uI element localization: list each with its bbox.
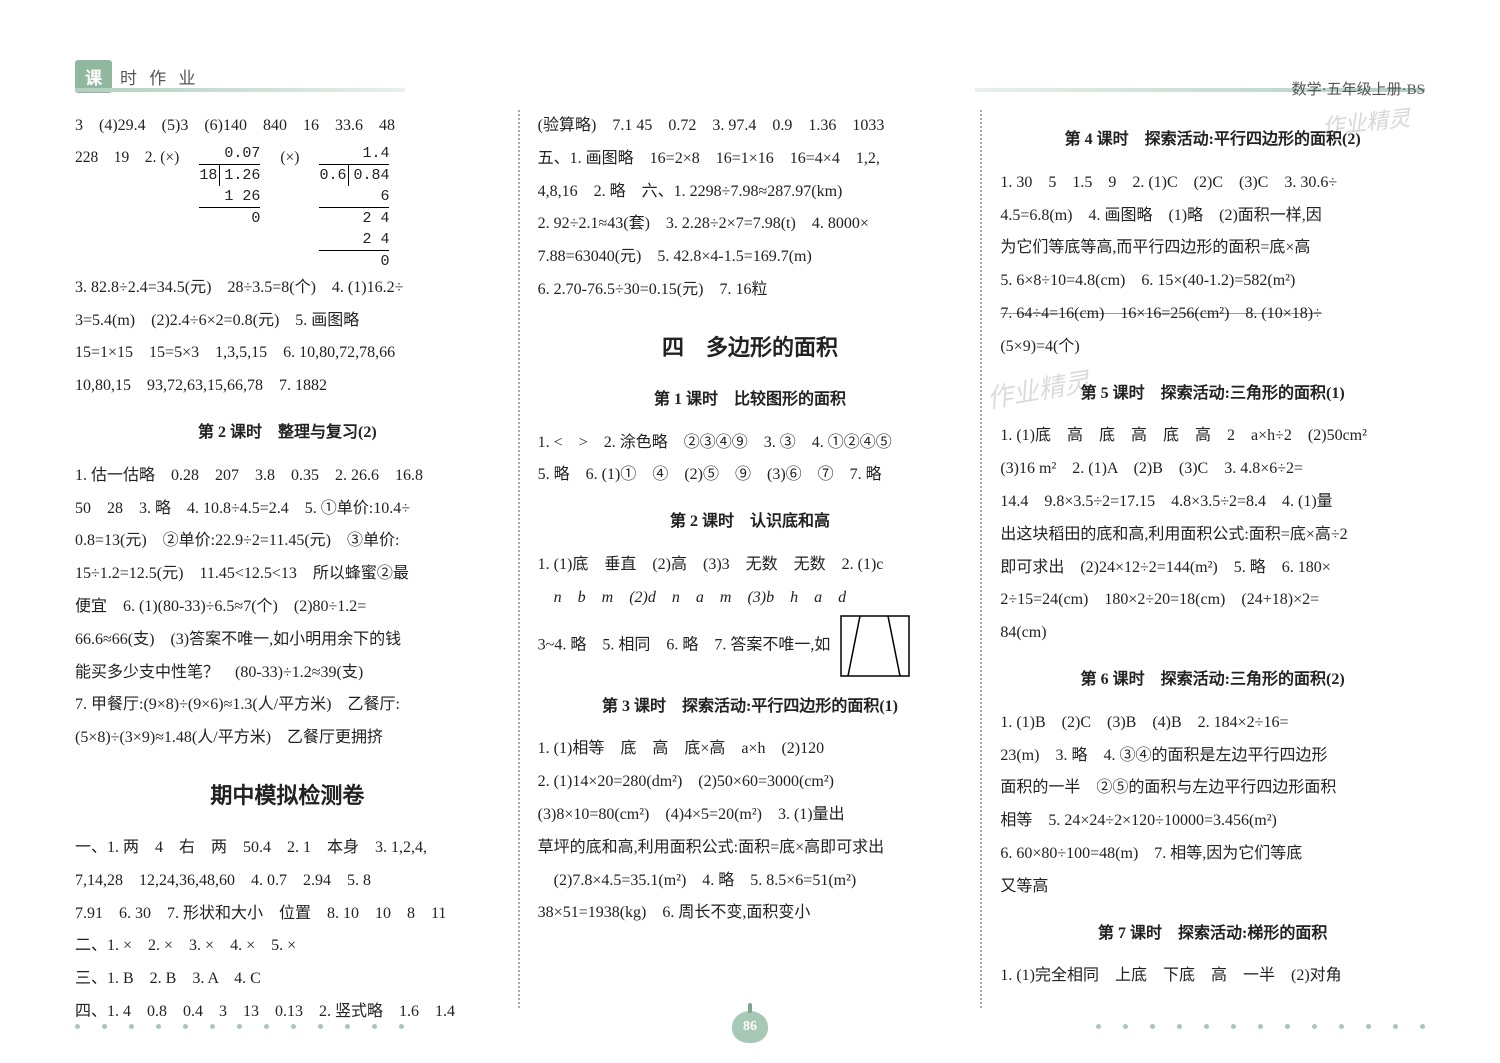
text-line: 1. 估一估略 0.28 207 3.8 0.35 2. 26.6 16.8	[75, 460, 500, 493]
dividend: 0.84	[349, 165, 389, 186]
trapezoid-icon	[840, 615, 910, 677]
content-columns: 3 (4)29.4 (5)3 (6)140 840 16 33.6 48 228…	[75, 110, 1425, 1008]
text-line: 84(cm)	[1000, 617, 1425, 650]
text-line: 1. (1)B (2)C (3)B (4)B 2. 184×2÷16=	[1000, 707, 1425, 740]
text-line: 5. 6×8÷10=4.8(cm) 6. 15×(40-1.2)=582(m²)	[1000, 265, 1425, 298]
text-line: 15÷1.2=12.5(元) 11.45<12.5<13 所以蜂蜜②最	[75, 558, 500, 591]
text-line: 相等 5. 24×24÷2×120÷10000=3.456(m²)	[1000, 805, 1425, 838]
section-title: 第 3 课时 探索活动:平行四边形的面积(1)	[538, 691, 963, 724]
divisor: 0.6	[319, 165, 349, 186]
big-title: 期中模拟检测卷	[75, 773, 500, 818]
text-line: 五、1. 画图略 16=2×8 16=1×16 16=4×4 1,2,	[538, 143, 963, 176]
text-line: 出这块稻田的底和高,利用面积公式:面积=底×高÷2	[1000, 519, 1425, 552]
text-line: 23(m) 3. 略 4. ③④的面积是左边平行四边形	[1000, 740, 1425, 773]
text-line: 66.6≈66(支) (3)答案不唯一,如小明用余下的钱	[75, 624, 500, 657]
text-line: 4,8,16 2. 略 六、1. 2298÷7.98≈287.97(km)	[538, 176, 963, 209]
quotient: 1.4	[319, 143, 389, 165]
section-title: 第 1 课时 比较图形的面积	[538, 384, 963, 417]
text-line: (2)7.8×4.5=35.1(m²) 4. 略 5. 8.5×6=51(m²)	[538, 865, 963, 898]
section-title: 第 2 课时 整理与复习(2)	[75, 417, 500, 450]
header-title: 时 作 业	[120, 64, 200, 89]
text-line: 又等高	[1000, 871, 1425, 904]
text-line: 2÷15=24(cm) 180×2÷20=18(cm) (24+18)×2=	[1000, 584, 1425, 617]
text: 228 19 2. (×)	[75, 143, 179, 172]
text-line: (验算略) 7.1 45 0.72 3. 97.4 0.9 1.36 1033	[538, 110, 963, 143]
text-line: 7.88=63040(元) 5. 42.8×4-1.5=169.7(m)	[538, 241, 963, 274]
text-line: 50 28 3. 略 4. 10.8÷4.5=2.4 5. ①单价:10.4÷	[75, 493, 500, 526]
text-line: 38×51=1938(kg) 6. 周长不变,面积变小	[538, 897, 963, 930]
text-line: 6. 2.70-76.5÷30=0.15(元) 7. 16粒	[538, 274, 963, 307]
text-line: 三、1. B 2. B 3. A 4. C	[75, 963, 500, 996]
text-line: 面积的一半 ②⑤的面积与左边平行四边形面积	[1000, 772, 1425, 805]
text-line: 7.91 6. 30 7. 形状和大小 位置 8. 10 10 8 11	[75, 898, 500, 931]
divisor: 18	[199, 165, 220, 186]
text-line: 即可求出 (2)24×12÷2=144(m²) 5. 略 6. 180×	[1000, 552, 1425, 585]
section-title: 第 4 课时 探索活动:平行四边形的面积(2)	[1000, 124, 1425, 157]
long-division-2: 1.4 0.6 0.84 6 2 4 2 4 0	[319, 143, 389, 272]
text-line: 3 (4)29.4 (5)3 (6)140 840 16 33.6 48	[75, 110, 500, 143]
header-bar-left	[75, 88, 405, 92]
text-line: 1. (1)完全相同 上底 下底 高 一半 (2)对角	[1000, 960, 1425, 993]
dividend: 1.26	[220, 165, 260, 186]
header-right: 数学·五年级上册·BS	[1292, 78, 1425, 99]
text-line: (5×8)÷(3×9)≈1.48(人/平方米) 乙餐厅更拥挤	[75, 722, 500, 755]
section-title: 第 2 课时 认识底和高	[538, 506, 963, 539]
text-line: (3)16 m² 2. (1)A (2)B (3)C 3. 4.8×6÷2=	[1000, 453, 1425, 486]
text-line: 6. 60×80÷100=48(m) 7. 相等,因为它们等底	[1000, 838, 1425, 871]
text-line: (5×9)=4(个)	[1000, 331, 1425, 364]
long-division-1: 0.07 18 1.26 1 26 0	[199, 143, 260, 229]
big-title: 四 多边形的面积	[538, 325, 963, 370]
text-line: 3=5.4(m) (2)2.4÷6×2=0.8(元) 5. 画图略	[75, 305, 500, 338]
step: 0	[319, 251, 389, 272]
page-number-badge: 86	[732, 1011, 768, 1043]
text-line: 0.8=13(元) ②单价:22.9÷2=11.45(元) ③单价:	[75, 525, 500, 558]
text-line: 草坪的底和高,利用面积公式:面积=底×高即可求出	[538, 832, 963, 865]
text-with-figure: 3~4. 略 5. 相同 6. 略 7. 答案不唯一,如	[538, 615, 963, 677]
section-title: 第 6 课时 探索活动:三角形的面积(2)	[1000, 664, 1425, 697]
text: 3~4. 略 5. 相同 6. 略 7. 答案不唯一,如	[538, 636, 831, 653]
step: 6	[319, 186, 389, 208]
text: (×)	[280, 143, 299, 172]
step: 0	[199, 208, 260, 229]
text-line: 4.5=6.8(m) 4. 画图略 (1)略 (2)面积一样,因	[1000, 200, 1425, 233]
text-line: 7. 甲餐厅:(9×8)÷(9×6)≈1.3(人/平方米) 乙餐厅:	[75, 689, 500, 722]
text-line: 1. < > 2. 涂色略 ②③④⑨ 3. ③ 4. ①②④⑤	[538, 427, 963, 460]
step: 2 4	[319, 208, 389, 229]
text-line: 3. 82.8÷2.4=34.5(元) 28÷3.5=8(个) 4. (1)16…	[75, 272, 500, 305]
text-line: 7. 64÷4=16(cm) 16×16=256(cm²) 8. (10×18)…	[1000, 298, 1425, 331]
text-line: 7,14,28 12,24,36,48,60 4. 0.7 2.94 5. 8	[75, 865, 500, 898]
text-line: 1. (1)底 垂直 (2)高 (3)3 无数 无数 2. (1)c	[538, 549, 963, 582]
text-line: 1. 30 5 1.5 9 2. (1)C (2)C (3)C 3. 30.6÷	[1000, 167, 1425, 200]
section-title: 第 5 课时 探索活动:三角形的面积(1)	[1000, 378, 1425, 411]
text-line: 10,80,15 93,72,63,15,66,78 7. 1882	[75, 370, 500, 403]
text-line: 2. 92÷2.1≈43(套) 3. 2.28÷2×7=7.98(t) 4. 8…	[538, 208, 963, 241]
text-line: 15=1×15 15=5×3 1,3,5,15 6. 10,80,72,78,6…	[75, 337, 500, 370]
text-line: 1. (1)相等 底 高 底×高 a×h (2)120	[538, 733, 963, 766]
dots-right	[1096, 1024, 1425, 1029]
text-line: 2. (1)14×20=280(dm²) (2)50×60=3000(cm²)	[538, 766, 963, 799]
column-3: 第 4 课时 探索活动:平行四边形的面积(2) 1. 30 5 1.5 9 2.…	[982, 110, 1425, 1008]
long-division-row: 228 19 2. (×) 0.07 18 1.26 1 26 0 (×) 1.…	[75, 143, 500, 272]
text-line: 便宜 6. (1)(80-33)÷6.5≈7(个) (2)80÷1.2=	[75, 591, 500, 624]
text-line: (3)8×10=80(cm²) (4)4×5=20(m²) 3. (1)量出	[538, 799, 963, 832]
step: 2 4	[319, 229, 389, 251]
quotient: 0.07	[199, 143, 260, 165]
text-line: 能买多少支中性笔？ (80-33)÷1.2≈39(支)	[75, 657, 500, 690]
section-title: 第 7 课时 探索活动:梯形的面积	[1000, 918, 1425, 951]
text-line: 14.4 9.8×3.5÷2=17.15 4.8×3.5÷2=8.4 4. (1…	[1000, 486, 1425, 519]
column-1: 3 (4)29.4 (5)3 (6)140 840 16 33.6 48 228…	[75, 110, 518, 1008]
text-line: 二、1. × 2. × 3. × 4. × 5. ×	[75, 930, 500, 963]
step: 1 26	[199, 186, 260, 208]
text-line: 一、1. 两 4 右 两 50.4 2. 1 本身 3. 1,2,4,	[75, 832, 500, 865]
text-line: 5. 略 6. (1)① ④ (2)⑤ ⑨ (3)⑥ ⑦ 7. 略	[538, 459, 963, 492]
column-2: (验算略) 7.1 45 0.72 3. 97.4 0.9 1.36 1033 …	[520, 110, 981, 1008]
text-line: 为它们等底等高,而平行四边形的面积=底×高	[1000, 232, 1425, 265]
text-line: 1. (1)底 高 底 高 底 高 2 a×h÷2 (2)50cm²	[1000, 420, 1425, 453]
text-line: 四、1. 4 0.8 0.4 3 13 0.13 2. 竖式略 1.6 1.4	[75, 996, 500, 1029]
text-line: n b m (2)d n a m (3)b h a d	[538, 582, 963, 615]
